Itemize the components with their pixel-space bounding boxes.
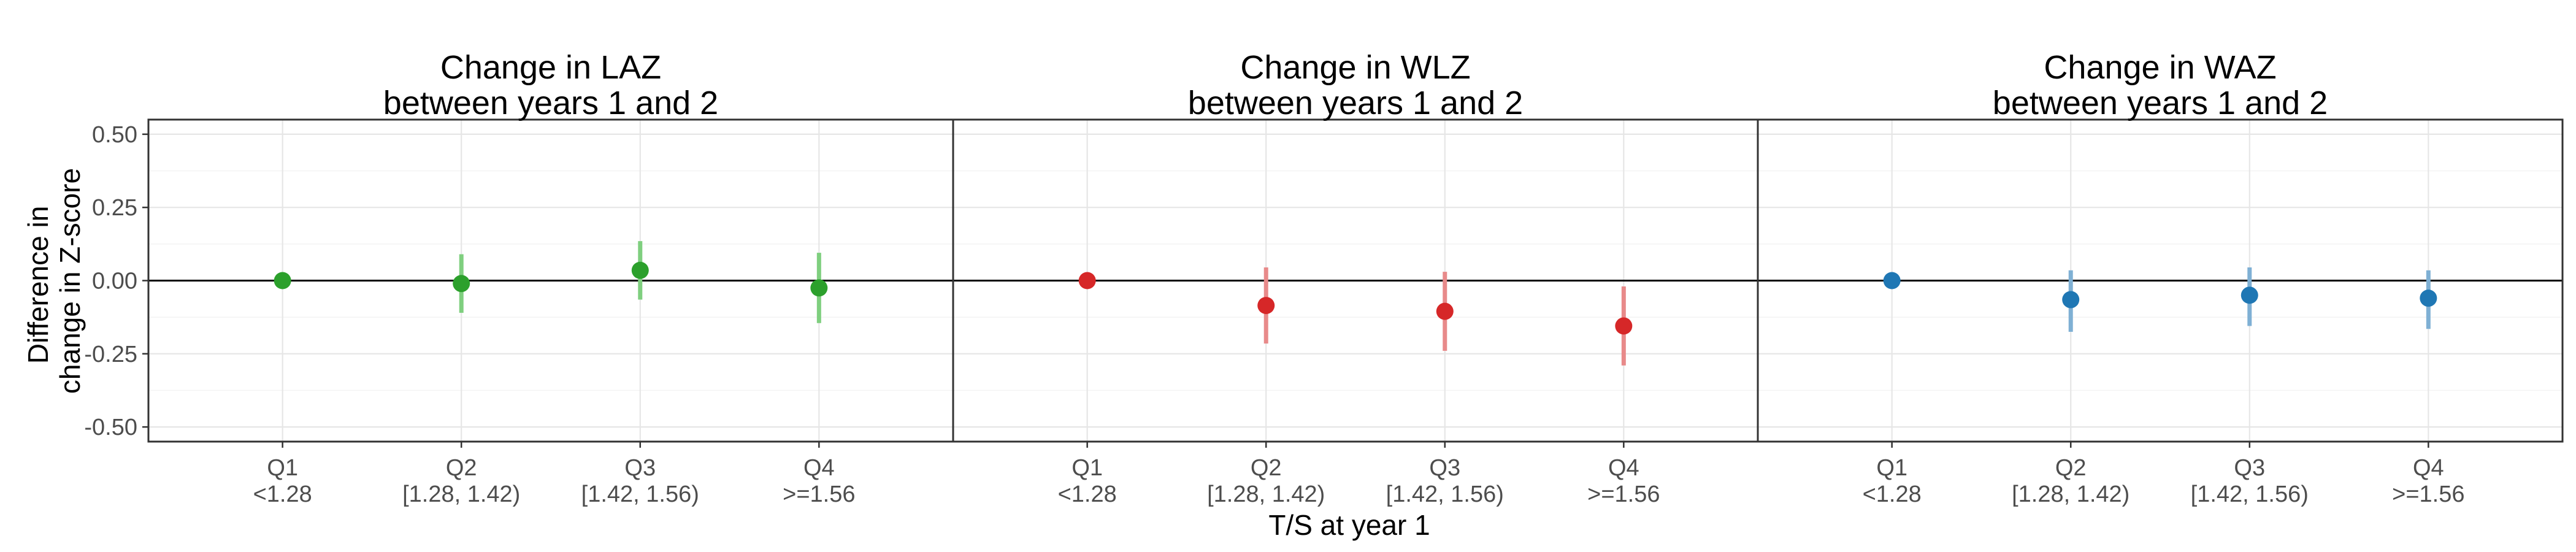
panel-title-line-1: Change in WLZ (1240, 49, 1470, 86)
point-estimate (2420, 289, 2437, 307)
x-tick-label-quartile: Q3 (624, 455, 656, 481)
point-estimate (1883, 272, 1901, 289)
x-axis-title: T/S at year 1 (1268, 509, 1430, 541)
data-marks (274, 241, 2437, 366)
x-tick-label-range: [1.28, 1.42) (1207, 481, 1325, 507)
point-estimate (1615, 317, 1633, 335)
x-tick-label-range: >=1.56 (1587, 481, 1660, 507)
x-tick-label-quartile: Q2 (1251, 455, 1282, 481)
x-tick-label-quartile: Q1 (267, 455, 298, 481)
y-axis-title: Difference in change in Z-score (22, 168, 86, 394)
x-tick-label-range: <1.28 (253, 481, 312, 507)
point-estimate (1257, 297, 1275, 315)
y-tick-label: 0.00 (92, 269, 137, 294)
y-axis-title-line-1: Difference in (22, 206, 54, 364)
text-labels: Change in LAZ between years 1 and 2Q1<1.2… (84, 49, 2464, 507)
panel-title-line-1: Change in WAZ (2044, 49, 2276, 86)
x-tick-label-range: >=1.56 (2392, 481, 2464, 507)
x-tick-label-range: [1.42, 1.56) (581, 481, 699, 507)
panel-title: Change in WLZ between years 1 and 2 (1188, 49, 1523, 121)
x-tick-label-quartile: Q1 (1876, 455, 1907, 481)
x-tick-label-range: [1.42, 1.56) (1386, 481, 1504, 507)
point-estimate (274, 272, 291, 289)
x-tick-label-quartile: Q3 (2234, 455, 2265, 481)
x-tick-label-range: [1.28, 1.42) (2012, 481, 2129, 507)
point-estimate (2241, 286, 2258, 304)
x-tick-label-quartile: Q4 (803, 455, 835, 481)
panel-title-line-1: Change in LAZ (440, 49, 661, 86)
point-estimate (453, 275, 470, 293)
point-estimate (1078, 272, 1096, 289)
point-estimate (2062, 291, 2080, 309)
x-tick-label-range: <1.28 (1863, 481, 1922, 507)
panel-title-line-2: between years 1 and 2 (1188, 85, 1523, 121)
x-tick-label-quartile: Q3 (1429, 455, 1460, 481)
x-tick-label-quartile: Q4 (1608, 455, 1639, 481)
panel-border (1757, 118, 2564, 443)
y-tick-label: 0.50 (92, 122, 137, 148)
x-tick-label-quartile: Q4 (2413, 455, 2444, 481)
x-tick-label-range: [1.42, 1.56) (2191, 481, 2309, 507)
point-estimate (631, 261, 649, 279)
x-tick-label-quartile: Q1 (1071, 455, 1103, 481)
y-tick-label: -0.50 (84, 415, 137, 440)
x-tick-label-range: [1.28, 1.42) (402, 481, 520, 507)
y-tick-label: 0.25 (92, 195, 137, 221)
panel-title: Change in LAZ between years 1 and 2 (383, 49, 718, 121)
panel-title: Change in WAZ between years 1 and 2 (1993, 49, 2328, 121)
panel-frames (142, 118, 2564, 448)
panel-title-line-2: between years 1 and 2 (1993, 85, 2328, 121)
point-estimate (810, 279, 828, 297)
y-axis-title-line-2: change in Z-score (54, 168, 86, 394)
x-tick-label-quartile: Q2 (2055, 455, 2087, 481)
y-tick-label: -0.25 (84, 342, 137, 367)
panel-title-line-2: between years 1 and 2 (383, 85, 718, 121)
point-estimate (1436, 302, 1454, 320)
x-tick-label-range: <1.28 (1058, 481, 1117, 507)
x-tick-label-quartile: Q2 (446, 455, 477, 481)
x-tick-label-range: >=1.56 (783, 481, 855, 507)
